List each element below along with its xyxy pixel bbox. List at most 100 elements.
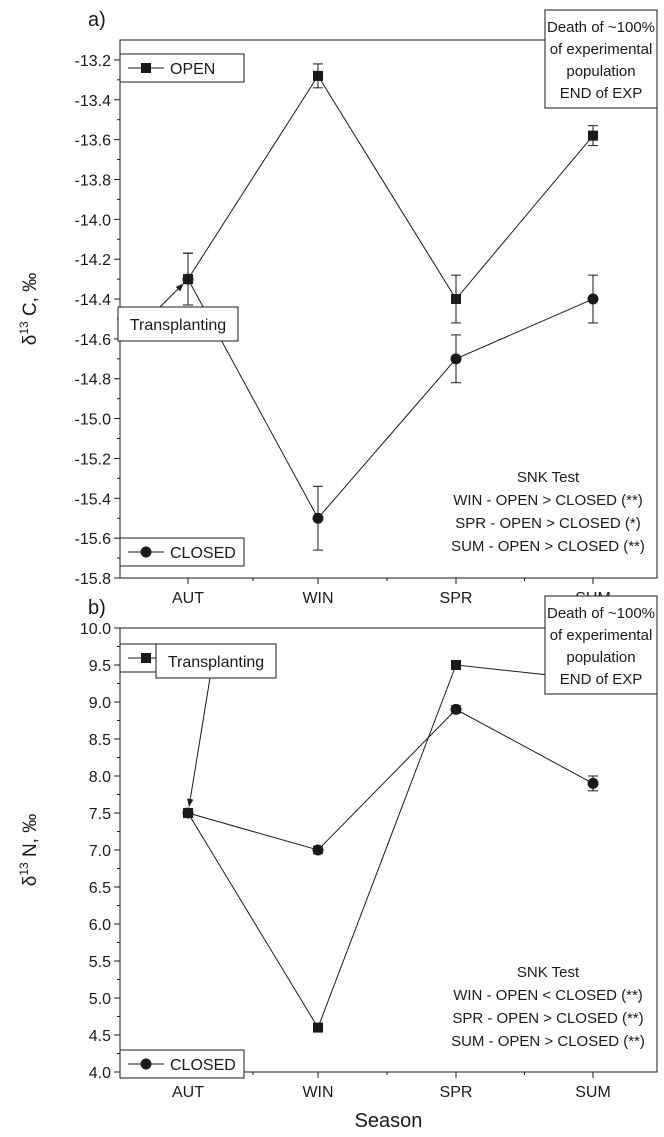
y-tick-label: -15.8 <box>75 571 112 588</box>
transplant-box <box>155 643 277 679</box>
snk-test-notes: SNK Test WIN - OPEN > CLOSED (**) SPR - OP… <box>451 469 645 555</box>
y-tick-label: 10.0 <box>80 621 111 638</box>
point-closed <box>312 512 324 524</box>
transplant-arrow <box>159 283 184 308</box>
y-axis-label: δ13 N, ‰ <box>17 814 41 887</box>
legend-label: OPEN <box>170 61 215 78</box>
point-open <box>313 70 323 81</box>
point-closed <box>312 844 324 856</box>
point-open <box>588 130 598 141</box>
death-annotation-box <box>544 595 658 695</box>
chart-panel-a: a) -13.2 -13.4 -13.6 -13.8 -14.0 -14.2 -14.4 -14… <box>17 9 658 607</box>
panel-label: b) <box>88 597 106 619</box>
legend-open: OPEN <box>119 53 245 83</box>
transplant-annotation: Transplanting <box>155 643 277 807</box>
transplant-label: Transplanting <box>168 654 264 671</box>
x-axis-label: Season <box>355 1110 423 1132</box>
transplant-box <box>117 306 239 342</box>
snk-test-title: SNK Test <box>517 964 580 981</box>
y-tick-label: 7.5 <box>89 806 111 823</box>
y-axis-label-symbol: δ <box>20 335 41 346</box>
death-annotation: Death of ~100% of experimental population E… <box>544 595 658 695</box>
y-tick-label: 5.5 <box>89 954 111 971</box>
y-axis-label-rest: N, ‰ <box>20 814 41 863</box>
y-tick-label: 6.0 <box>89 917 111 934</box>
point-closed <box>450 703 462 715</box>
death-annotation-line: of experimental <box>550 41 653 58</box>
point-closed <box>587 293 599 305</box>
y-tick-label: -14.2 <box>75 252 112 269</box>
point-closed <box>450 353 462 365</box>
y-axis-label-rest: C, ‰ <box>20 273 41 322</box>
snk-test-line: SPR - OPEN > CLOSED (*) <box>455 515 640 532</box>
y-tick-label: -13.2 <box>75 53 112 70</box>
snk-test-notes: SNK Test WIN - OPEN < CLOSED (**) SPR - OP… <box>451 964 645 1050</box>
point-closed <box>587 777 599 789</box>
x-tick-label: SPR <box>440 1084 473 1101</box>
death-annotation-line: of experimental <box>550 627 653 644</box>
x-tick-label: WIN <box>302 590 333 607</box>
snk-test-line: SUM - OPEN > CLOSED (**) <box>451 1033 645 1050</box>
y-tick-label: -14.6 <box>75 332 112 349</box>
death-annotation-line: Death of ~100% <box>547 19 655 36</box>
transplant-label: Transplanting <box>130 317 226 334</box>
death-annotation-line: population <box>566 63 635 80</box>
legend-label: CLOSED <box>170 1057 236 1074</box>
y-axis-label: δ13 C, ‰ <box>17 273 41 346</box>
y-axis-label-superscript: 13 <box>17 321 31 335</box>
point-open <box>451 294 461 305</box>
legend-marker-circle <box>140 1058 152 1070</box>
point-open <box>313 1022 323 1033</box>
series-line-closed <box>187 278 594 520</box>
snk-test-line: SUM - OPEN > CLOSED (**) <box>451 538 645 555</box>
death-annotation-line: END of EXP <box>560 671 643 688</box>
x-tick-label: AUT <box>172 1084 204 1101</box>
plot-frame <box>119 627 658 1073</box>
death-annotation-line: population <box>566 649 635 666</box>
series-line-open <box>187 664 594 1029</box>
y-axis-label-symbol: δ <box>20 876 41 887</box>
y-tick-label: 4.5 <box>89 1028 111 1045</box>
y-tick-label: 8.0 <box>89 769 111 786</box>
y-tick-label: -15.6 <box>75 531 112 548</box>
y-tick-label: -15.4 <box>75 491 112 508</box>
x-tick-label: SUM <box>575 1084 611 1101</box>
y-tick-label: -14.0 <box>75 212 112 229</box>
snk-test-line: WIN - OPEN > CLOSED (**) <box>453 492 643 509</box>
y-tick-label: 9.5 <box>89 658 111 675</box>
chart-panel-b: b) 4.0 4.5 5.0 5.5 6.0 6.5 7.0 7.5 8.0 8.5 9.0 9.5 10… <box>17 595 658 1132</box>
y-tick-label: 8.5 <box>89 732 111 749</box>
y-tick-label: -14.8 <box>75 372 112 389</box>
y-tick-label: -13.6 <box>75 133 112 150</box>
y-tick-label: -13.4 <box>75 93 112 110</box>
x-tick-label: AUT <box>172 590 204 607</box>
snk-test-line: WIN - OPEN < CLOSED (**) <box>453 987 643 1004</box>
y-tick-label: 7.0 <box>89 843 111 860</box>
y-tick-label: -15.0 <box>75 412 112 429</box>
point-open <box>451 660 461 670</box>
x-tick-label: WIN <box>302 1084 333 1101</box>
legend-closed: CLOSED <box>119 537 245 567</box>
point-closed <box>182 807 194 819</box>
legend-marker-square <box>141 63 151 73</box>
y-tick-label: 6.5 <box>89 880 111 897</box>
legend-label: CLOSED <box>170 545 236 562</box>
death-annotation-line: END of EXP <box>560 85 643 102</box>
death-annotation: Death of ~100% of experimental population E… <box>544 9 658 109</box>
point-closed <box>182 273 194 285</box>
y-tick-label: 4.0 <box>89 1065 111 1082</box>
snk-test-line: SPR - OPEN > CLOSED (**) <box>452 1010 643 1027</box>
legend-marker-square <box>141 653 151 663</box>
series-line-open <box>187 74 594 300</box>
transplant-annotation: Transplanting <box>117 283 239 342</box>
death-annotation-line: Death of ~100% <box>547 605 655 622</box>
y-tick-label: -13.8 <box>75 172 112 189</box>
death-annotation-box <box>544 9 658 109</box>
x-tick-label: SPR <box>440 590 473 607</box>
y-tick-label: -14.4 <box>75 292 112 309</box>
panel-label: a) <box>88 9 106 31</box>
y-axis-label-superscript: 13 <box>17 862 31 876</box>
y-tick-label: -15.2 <box>75 451 112 468</box>
y-tick-label: 5.0 <box>89 991 111 1008</box>
